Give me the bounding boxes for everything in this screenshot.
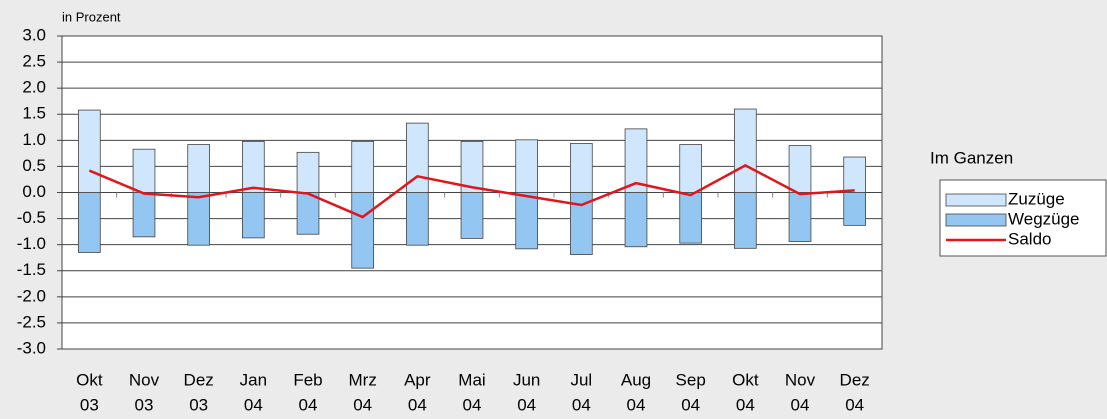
y-tick-label: 1.5 (22, 104, 46, 123)
y-tick-label: 3.0 (22, 25, 46, 44)
x-tick-label: 03 (135, 395, 154, 414)
x-tick-label: Sep (676, 370, 706, 389)
legend-swatch (945, 193, 1007, 207)
y-tick-label: -0.5 (17, 208, 46, 227)
x-tick-label: Feb (293, 370, 322, 389)
legend-label: Saldo (1008, 229, 1051, 248)
x-tick-label: 04 (463, 395, 482, 414)
y-tick-label: -2.0 (17, 286, 46, 305)
y-axis-label: in Prozent (62, 9, 121, 24)
y-tick-label: 2.5 (22, 52, 46, 71)
bar (788, 192, 812, 242)
y-tick-label: -1.0 (17, 234, 46, 253)
bar (788, 145, 812, 193)
x-tick-label: 04 (845, 395, 864, 414)
x-tick-label: 04 (572, 395, 591, 414)
x-tick-label: 04 (627, 395, 646, 414)
bar (679, 192, 703, 244)
x-tick-label: 03 (80, 395, 99, 414)
bar (78, 192, 101, 253)
bar (679, 144, 703, 193)
bar (296, 192, 320, 235)
bar (351, 192, 375, 269)
y-tick-label: 2.0 (22, 78, 46, 97)
y-tick-label: 1.0 (22, 130, 46, 149)
x-tick-label: Okt (732, 370, 759, 389)
bar (843, 156, 867, 193)
x-tick-label: Apr (404, 370, 431, 389)
bar (570, 143, 593, 193)
bar (132, 148, 156, 193)
bar (515, 192, 539, 250)
y-tick-label: -1.5 (17, 260, 46, 279)
x-tick-label: Okt (76, 370, 103, 389)
bar (405, 192, 429, 246)
x-tick-label: Jul (570, 370, 592, 389)
y-tick-label: 0.5 (22, 156, 46, 175)
x-tick-label: 04 (517, 395, 536, 414)
bar (624, 192, 648, 248)
legend-label: Wegzüge (1008, 209, 1080, 228)
bar (78, 109, 101, 193)
bar (187, 144, 211, 193)
x-tick-label: Mai (458, 370, 485, 389)
x-tick-label: Mrz (349, 370, 377, 389)
x-tick-label: Jun (513, 370, 540, 389)
x-tick-label: Nov (785, 370, 816, 389)
x-tick-label: Jan (240, 370, 267, 389)
y-tick-label: -3.0 (17, 338, 46, 357)
x-tick-label: 04 (353, 395, 372, 414)
bar (734, 108, 757, 193)
x-tick-label: 03 (189, 395, 208, 414)
bar (570, 192, 593, 255)
bar (351, 140, 375, 193)
bar (515, 139, 539, 193)
y-tick-label: -2.5 (17, 312, 46, 331)
legend-swatch (945, 213, 1007, 227)
bar (132, 192, 156, 238)
bar (734, 192, 757, 249)
bar (296, 151, 320, 193)
y-tick-label: 0.0 (22, 182, 46, 201)
x-tick-label: 04 (244, 395, 263, 414)
x-tick-label: 04 (408, 395, 427, 414)
x-tick-label: Aug (621, 370, 651, 389)
x-tick-label: 04 (736, 395, 755, 414)
x-tick-label: Dez (840, 370, 870, 389)
legend-label: Zuzüge (1008, 189, 1065, 208)
bar (460, 192, 484, 239)
x-tick-label: Nov (129, 370, 160, 389)
bar (843, 192, 867, 226)
x-tick-label: 04 (299, 395, 318, 414)
x-tick-label: 04 (791, 395, 810, 414)
x-tick-label: Dez (184, 370, 214, 389)
bar (241, 192, 265, 239)
bar (187, 192, 211, 246)
line (88, 163, 855, 219)
bar (241, 140, 265, 193)
legend-title: Im Ganzen (930, 148, 1013, 167)
x-tick-label: 04 (681, 395, 700, 414)
